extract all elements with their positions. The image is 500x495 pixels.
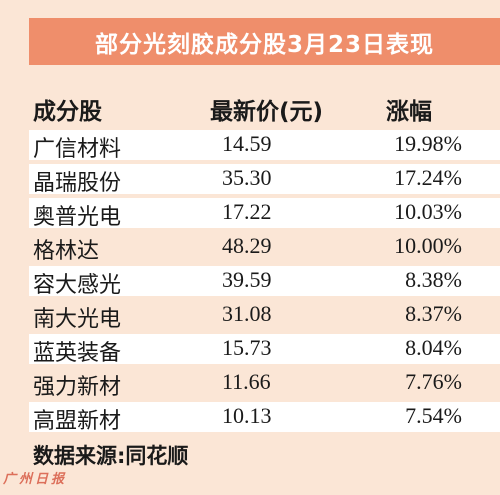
stock-name: 容大感光 (33, 273, 122, 298)
stock-price: 48.29 (222, 233, 272, 258)
stock-price: 35.30 (222, 165, 272, 190)
stock-name: 高盟新材 (33, 409, 122, 434)
stock-name: 晶瑞股份 (33, 171, 122, 196)
stock-change: 10.00% (394, 233, 462, 258)
stock-price: 10.13 (222, 403, 272, 428)
data-source-note: 数据来源:同花顺 (33, 444, 189, 468)
stock-price: 11.66 (222, 369, 271, 394)
stock-name: 广信材料 (33, 137, 122, 162)
stock-change: 8.37% (405, 301, 462, 326)
stock-price: 14.59 (222, 131, 272, 156)
stock-name: 格林达 (33, 239, 100, 264)
stock-price: 31.08 (222, 301, 272, 326)
stock-name: 强力新材 (33, 375, 122, 400)
column-header-name: 成分股 (33, 99, 102, 125)
row-background (29, 266, 500, 296)
stock-name: 南大光电 (33, 307, 122, 332)
stock-change: 19.98% (394, 131, 462, 156)
table-row: 广信材料 14.59 19.98% (0, 128, 500, 162)
row-background (29, 130, 500, 160)
stock-change: 7.54% (405, 403, 462, 428)
table-row: 强力新材 11.66 7.76% (0, 366, 500, 400)
newspaper-logo: 广州日报 (3, 472, 68, 487)
stock-change: 17.24% (394, 165, 462, 190)
row-background (29, 402, 500, 432)
stock-change: 10.03% (394, 199, 462, 224)
column-header-price: 最新价(元) (210, 99, 324, 125)
stock-change: 7.76% (405, 369, 462, 394)
row-background (29, 164, 500, 194)
table-row: 奥普光电 17.22 10.03% (0, 196, 500, 230)
table-body: 广信材料 14.59 19.98% 晶瑞股份 35.30 17.24% 奥普光电… (0, 128, 500, 434)
stock-change: 8.38% (405, 267, 462, 292)
table-row: 南大光电 31.08 8.37% (0, 298, 500, 332)
table-row: 高盟新材 10.13 7.54% (0, 400, 500, 434)
stock-name: 奥普光电 (33, 205, 122, 230)
stock-price: 15.73 (222, 335, 272, 360)
stock-price: 39.59 (222, 267, 272, 292)
row-background (29, 334, 500, 364)
stock-change: 8.04% (405, 335, 462, 360)
column-header-change: 涨幅 (386, 99, 432, 125)
table-header: 成分股 最新价(元) 涨幅 (0, 86, 500, 126)
title-bar: 部分光刻胶成分股3月23日表现 (29, 18, 500, 65)
page-title: 部分光刻胶成分股3月23日表现 (94, 31, 434, 58)
table-row: 晶瑞股份 35.30 17.24% (0, 162, 500, 196)
table-row: 格林达 48.29 10.00% (0, 230, 500, 264)
stock-price: 17.22 (222, 199, 272, 224)
stock-name: 蓝英装备 (33, 341, 122, 366)
row-background (29, 198, 500, 228)
table-row: 蓝英装备 15.73 8.04% (0, 332, 500, 366)
table-row: 容大感光 39.59 8.38% (0, 264, 500, 298)
